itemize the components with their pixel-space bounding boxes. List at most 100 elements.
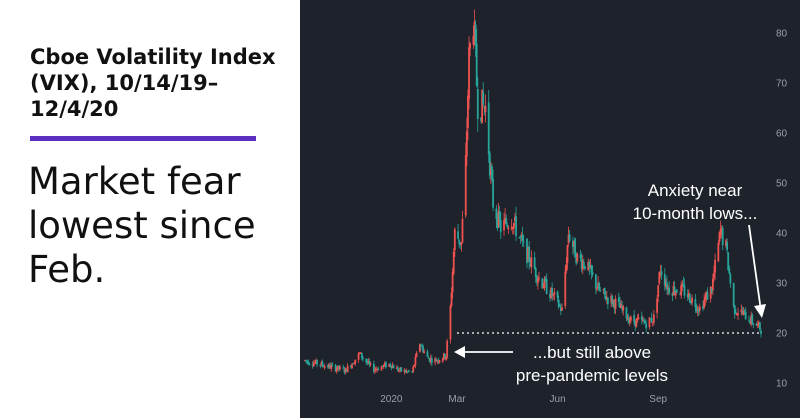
candle-body	[714, 259, 716, 273]
candle-body	[553, 292, 556, 295]
y-tick-label: 40	[776, 229, 788, 240]
candle-body	[651, 322, 654, 324]
candle-body	[481, 89, 484, 123]
candle-body	[645, 323, 648, 329]
candle-body	[429, 357, 432, 362]
candle-body	[598, 283, 601, 291]
candle-body	[337, 365, 340, 370]
candle-body	[503, 219, 505, 231]
candle-body	[713, 272, 715, 278]
candle-body	[607, 297, 609, 304]
candle-body	[346, 365, 349, 373]
candle-body	[403, 369, 406, 372]
candle-body	[442, 353, 445, 359]
candle-body	[634, 320, 637, 327]
candle-body	[666, 282, 668, 290]
candle-body	[544, 278, 547, 282]
candle-body	[458, 239, 461, 244]
candle-body	[702, 305, 704, 309]
candle-body	[445, 356, 447, 360]
candle-body	[556, 291, 559, 298]
candle-body	[315, 359, 317, 364]
candle-body	[596, 288, 598, 290]
annotation-bottom-line-2: pre-pandemic levels	[516, 366, 668, 385]
candle-body	[366, 361, 369, 364]
candle-body	[422, 346, 425, 353]
candle-body	[658, 272, 661, 284]
candle-body	[450, 292, 453, 307]
candle-body	[344, 368, 347, 373]
candle-body	[558, 305, 561, 307]
candle-body	[413, 364, 416, 367]
candle-body	[751, 314, 754, 324]
y-tick-label: 20	[776, 329, 788, 340]
candle-body	[718, 232, 721, 242]
candle-body	[400, 367, 403, 372]
candle-body	[543, 278, 546, 289]
candle-body	[430, 358, 433, 364]
candle-body	[382, 365, 385, 367]
candle-body	[542, 287, 545, 289]
y-tick-label: 80	[776, 29, 788, 40]
candle-body	[527, 248, 529, 261]
candle-body	[389, 363, 392, 366]
candle-body	[710, 287, 713, 293]
candle-body	[673, 286, 676, 294]
candle-body	[331, 364, 334, 366]
candle-body	[405, 370, 408, 372]
candle-body	[411, 371, 414, 373]
candle-body	[374, 369, 376, 372]
candle-body	[461, 218, 464, 243]
x-tick-label: Mar	[448, 394, 466, 405]
candle-body	[498, 211, 501, 221]
candle-body	[740, 309, 743, 312]
candle-body	[392, 365, 395, 369]
candle-body	[611, 296, 614, 305]
candle-body	[367, 361, 370, 364]
candle-body	[390, 366, 393, 369]
candle-body	[648, 317, 651, 328]
candle-body	[368, 361, 371, 365]
title-underline	[30, 136, 256, 141]
candle-body	[672, 285, 675, 296]
candle-body	[362, 358, 364, 360]
candle-body	[345, 368, 348, 373]
candle-body	[720, 228, 723, 232]
candle-body	[380, 366, 383, 371]
candle-body	[759, 322, 761, 330]
candle-body	[316, 359, 318, 365]
candle-body	[404, 370, 407, 373]
candle-body	[697, 309, 700, 312]
candle-body	[321, 361, 324, 366]
candle-body	[643, 320, 645, 322]
candle-body	[412, 366, 415, 372]
candle-body	[482, 92, 485, 105]
candle-body	[449, 305, 452, 340]
candle-body	[434, 358, 437, 363]
y-tick-label: 50	[776, 179, 788, 190]
candle-body	[757, 322, 760, 325]
candle-body	[650, 318, 653, 323]
candle-body	[330, 365, 333, 369]
candle-body	[467, 95, 469, 129]
candle-body	[703, 300, 706, 308]
candle-body	[741, 311, 744, 314]
candle-body	[457, 231, 459, 239]
candle-body	[453, 229, 456, 251]
candle-body	[484, 105, 487, 113]
candle-body	[750, 315, 753, 325]
candle-body	[589, 266, 592, 269]
candles-group	[304, 9, 762, 375]
candle-body	[681, 284, 684, 287]
candle-body	[377, 368, 380, 371]
candle-body	[567, 234, 570, 243]
candle-body	[354, 359, 357, 364]
candle-body	[649, 318, 652, 320]
candle-body	[579, 254, 582, 259]
candle-body	[671, 293, 674, 296]
candle-body	[711, 278, 714, 291]
candle-body	[663, 274, 666, 286]
candle-body	[474, 24, 477, 45]
annotation-top-line-1: Anxiety near	[648, 181, 743, 200]
candle-body	[357, 353, 360, 360]
